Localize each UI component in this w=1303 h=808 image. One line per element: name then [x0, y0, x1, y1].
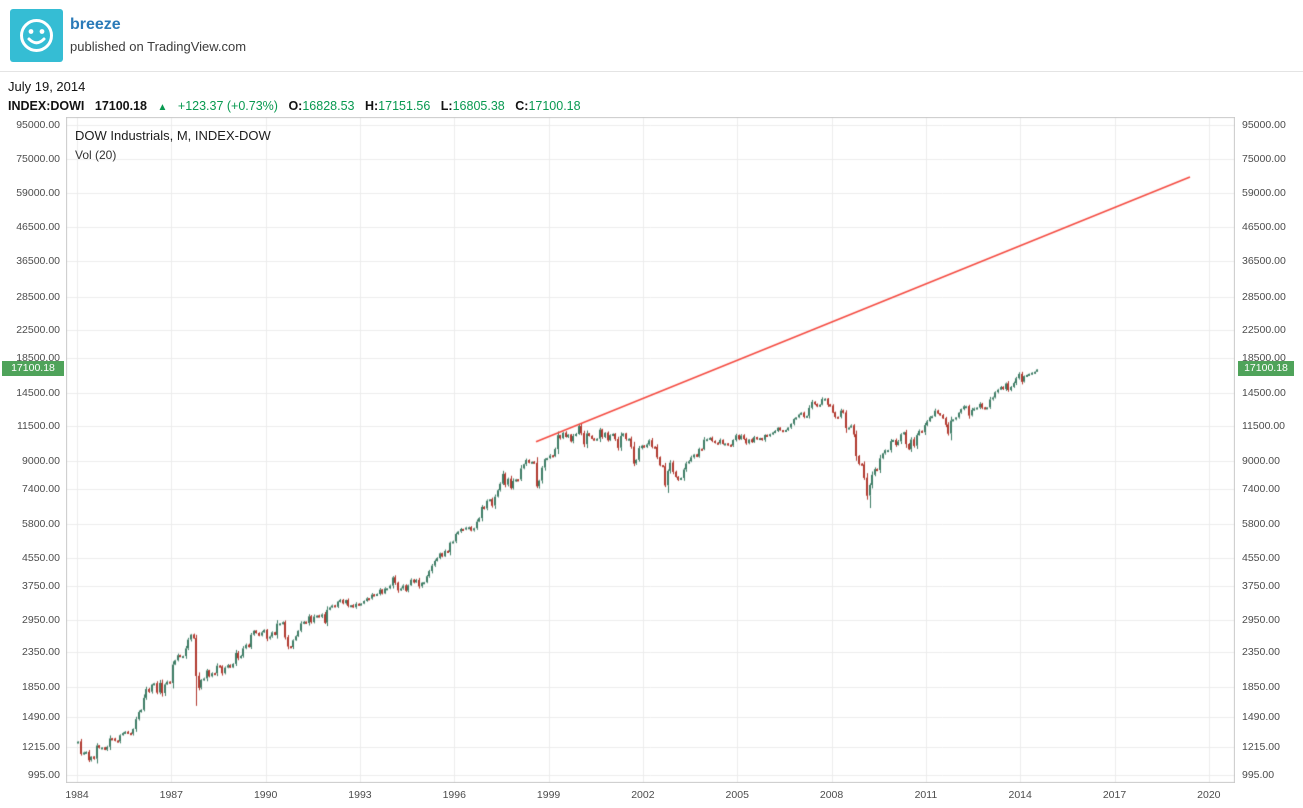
high-group: H:17151.56	[365, 99, 430, 113]
symbol-info-bar: INDEX:DOWI 17100.18 ▲ +123.37 (+0.73%) O…	[8, 99, 588, 113]
right-axis[interactable]: 17100.18 95000.00 75000.00 59000.00 46500.0…	[1236, 117, 1303, 784]
price-tick-label: 59000.00	[1242, 186, 1286, 199]
year-tick-label: 2005	[725, 789, 749, 801]
price-tick-label: 11500.00	[1242, 420, 1286, 433]
price-tick-label: 18500.00	[16, 352, 60, 365]
price-tick-label: 2350.00	[1242, 646, 1280, 659]
year-tick-label: 2008	[819, 789, 844, 801]
publish-header: breeze published on TradingView.com	[0, 0, 1303, 72]
price-tick-label: 36500.00	[16, 255, 60, 268]
price-tick-label: 2950.00	[1242, 614, 1280, 627]
year-tick-label: 1984	[65, 789, 89, 801]
year-tick-label: 1990	[253, 789, 278, 801]
username[interactable]: breeze	[70, 16, 121, 33]
price-tick-label: 75000.00	[16, 152, 60, 165]
up-arrow-icon: ▲	[157, 102, 168, 113]
high-label: H:	[364, 99, 379, 113]
last-price-tag: 17100.18	[1238, 361, 1294, 377]
price-tick-label: 36500.00	[1242, 255, 1286, 268]
price-tick-label: 4550.00	[1242, 552, 1280, 565]
price-tick-label: 995.00	[27, 769, 60, 781]
year-tick-label: 2011	[914, 789, 938, 801]
left-axis[interactable]: 17100.18 95000.00 75000.00 59000.00 46500.0…	[0, 117, 66, 784]
close-value: 17100.18	[528, 99, 581, 113]
chart-date: July 19, 2014	[8, 79, 86, 94]
open-group: O:16828.53	[288, 99, 354, 113]
price-tick-label: 95000.00	[1242, 119, 1286, 131]
year-tick-label: 2020	[1197, 789, 1221, 801]
price-tick-label: 3750.00	[1242, 579, 1280, 592]
price-tick-label: 28500.00	[16, 290, 60, 303]
year-tick-label: 1996	[442, 789, 466, 801]
close-label: C:	[515, 99, 529, 113]
price-change: +123.37 (+0.73%)	[177, 99, 278, 113]
price-tick-label: 5800.00	[1242, 517, 1280, 530]
price-tick-label: 59000.00	[16, 186, 60, 199]
price-tick-label: 1850.00	[22, 680, 60, 693]
close-group: C:17100.18	[515, 99, 580, 113]
year-tick-label: 1987	[159, 789, 183, 801]
low-group: L:16805.38	[441, 99, 505, 113]
price-tick-label: 4550.00	[22, 552, 60, 565]
year-tick-label: 1993	[348, 789, 372, 801]
price-tick-label: 1215.00	[22, 740, 60, 753]
price-tick-label: 22500.00	[1242, 324, 1286, 337]
price-tick-label: 995.00	[1242, 769, 1275, 781]
open-label: O:	[288, 99, 303, 113]
price-tick-label: 75000.00	[1242, 152, 1286, 165]
symbol-name: INDEX:DOWI	[8, 99, 85, 113]
price-tick-label: 11500.00	[16, 420, 60, 433]
price-tick-label: 1215.00	[1242, 740, 1280, 753]
high-value: 17151.56	[378, 99, 431, 113]
year-tick-label: 2017	[1102, 789, 1127, 801]
price-tick-label: 2350.00	[22, 646, 60, 659]
published-note: published on TradingView.com	[70, 39, 247, 54]
price-tick-label: 5800.00	[22, 517, 60, 530]
price-tick-label: 1850.00	[1242, 680, 1280, 693]
price-tick-label: 7400.00	[1242, 482, 1280, 495]
open-value: 16828.53	[302, 99, 355, 113]
price-tick-label: 14500.00	[16, 387, 60, 399]
x-axis[interactable]: 1984 1987 1990 1993 1996 1999 2002 2005 2008 2011…	[0, 786, 1303, 808]
price-tick-label: 46500.00	[16, 220, 60, 233]
price-tick-label: 1490.00	[22, 711, 60, 724]
price-tick-label: 18500.00	[1242, 352, 1286, 365]
price-tick-label: 2950.00	[22, 614, 60, 627]
price-chart-canvas[interactable]	[66, 117, 1235, 783]
price-tick-label: 95000.00	[16, 119, 60, 131]
price-tick-label: 1490.00	[1242, 711, 1280, 724]
price-tick-label: 22500.00	[16, 324, 60, 337]
year-tick-label: 2014	[1008, 789, 1032, 801]
indicator-label[interactable]: Vol (20)	[75, 148, 117, 162]
last-price-tag: 17100.18	[2, 361, 64, 377]
low-value: 16805.38	[452, 99, 505, 113]
low-label: L:	[440, 99, 453, 113]
smiley-icon	[20, 19, 53, 52]
price-tick-label: 46500.00	[1242, 220, 1286, 233]
last-price: 17100.18	[94, 99, 148, 113]
chart-legend: DOW Industrials, M, INDEX-DOW Vol (20)	[75, 128, 271, 162]
price-tick-label: 28500.00	[1242, 290, 1286, 303]
year-tick-label: 2002	[631, 789, 655, 801]
price-tick-label: 7400.00	[22, 482, 60, 495]
price-tick-label: 14500.00	[1242, 387, 1286, 399]
price-tick-label: 3750.00	[22, 579, 60, 592]
series-title[interactable]: DOW Industrials, M, INDEX-DOW	[75, 128, 271, 143]
price-tick-label: 9000.00	[1242, 455, 1280, 467]
year-tick-label: 1999	[536, 789, 561, 801]
price-tick-label: 9000.00	[22, 455, 60, 467]
chart-area: DOW Industrials, M, INDEX-DOW Vol (20) 1…	[0, 117, 1303, 808]
user-avatar[interactable]	[10, 9, 63, 62]
